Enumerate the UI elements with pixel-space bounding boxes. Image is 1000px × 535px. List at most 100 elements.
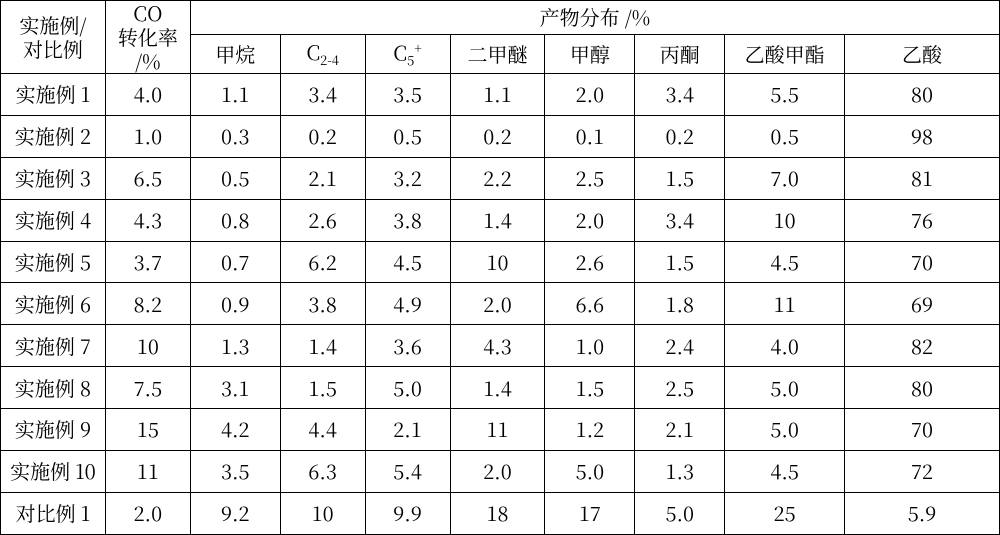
row-co-conv: 7.5 [105, 367, 190, 409]
results-table: 实施例/ 对比例 CO 转化率 /% 产物分布 /% 甲烷 C2-4 C5+ 二… [0, 0, 1000, 535]
row-value: 4.5 [365, 241, 450, 283]
row-value: 10 [725, 199, 845, 241]
row-co-conv: 11 [105, 450, 190, 492]
row-value: 1.4 [450, 199, 545, 241]
row-value: 1.2 [545, 409, 635, 451]
row-value: 1.4 [450, 367, 545, 409]
row-value: 82 [845, 325, 1000, 367]
row-value: 11 [725, 283, 845, 325]
row-label: 实施例 9 [1, 409, 106, 451]
row-value: 70 [845, 241, 1000, 283]
row-value: 2.6 [545, 241, 635, 283]
header-dme: 二甲醚 [450, 34, 545, 73]
row-label: 实施例 7 [1, 325, 106, 367]
row-value: 4.5 [725, 241, 845, 283]
row-value: 3.2 [365, 157, 450, 199]
row-value: 4.4 [280, 409, 365, 451]
row-value: 4.2 [190, 409, 280, 451]
table-row: 实施例 14.01.13.43.51.12.03.45.580 [1, 74, 1000, 116]
row-value: 2.4 [635, 325, 725, 367]
row-value: 69 [845, 283, 1000, 325]
row-co-conv: 2.0 [105, 492, 190, 534]
row-value: 3.1 [190, 367, 280, 409]
row-value: 3.8 [365, 199, 450, 241]
row-label: 实施例 2 [1, 115, 106, 157]
row-value: 3.4 [280, 74, 365, 116]
row-value: 2.1 [365, 409, 450, 451]
row-value: 1.3 [635, 450, 725, 492]
row-value: 1.5 [545, 367, 635, 409]
row-value: 5.0 [725, 367, 845, 409]
row-co-conv: 10 [105, 325, 190, 367]
row-co-conv: 15 [105, 409, 190, 451]
table-body: 实施例 14.01.13.43.51.12.03.45.580实施例 21.00… [1, 74, 1000, 535]
table-row: 实施例 53.70.76.24.5102.61.54.570 [1, 241, 1000, 283]
row-value: 70 [845, 409, 1000, 451]
row-value: 2.5 [635, 367, 725, 409]
row-value: 2.0 [545, 199, 635, 241]
table-row: 对比例 12.09.2109.918175.0255.9 [1, 492, 1000, 534]
row-value: 0.9 [190, 283, 280, 325]
table-row: 实施例 36.50.52.13.22.22.51.57.081 [1, 157, 1000, 199]
row-value: 1.1 [190, 74, 280, 116]
row-value: 18 [450, 492, 545, 534]
row-value: 2.5 [545, 157, 635, 199]
row-value: 0.2 [280, 115, 365, 157]
row-value: 2.0 [450, 450, 545, 492]
row-value: 9.9 [365, 492, 450, 534]
row-value: 3.4 [635, 74, 725, 116]
row-co-conv: 4.0 [105, 74, 190, 116]
row-value: 9.2 [190, 492, 280, 534]
table-row: 实施例 10113.56.35.42.05.01.34.572 [1, 450, 1000, 492]
row-value: 0.2 [450, 115, 545, 157]
row-value: 0.5 [725, 115, 845, 157]
row-value: 3.5 [365, 74, 450, 116]
table-row: 实施例 9154.24.42.1111.22.15.070 [1, 409, 1000, 451]
row-label: 实施例 3 [1, 157, 106, 199]
header-c5plus: C5+ [365, 34, 450, 73]
row-value: 76 [845, 199, 1000, 241]
row-label: 实施例 1 [1, 74, 106, 116]
row-co-conv: 8.2 [105, 283, 190, 325]
header-co-line3: /% [135, 46, 161, 75]
row-label: 实施例 8 [1, 367, 106, 409]
header-c5-base: C [393, 37, 407, 66]
row-label: 实施例 6 [1, 283, 106, 325]
row-value: 3.6 [365, 325, 450, 367]
row-value: 1.5 [635, 157, 725, 199]
row-value: 5.0 [725, 409, 845, 451]
header-co-conv: CO 转化率 /% [105, 1, 190, 74]
row-co-conv: 6.5 [105, 157, 190, 199]
row-value: 5.0 [635, 492, 725, 534]
row-label: 实施例 10 [1, 450, 106, 492]
row-value: 25 [725, 492, 845, 534]
row-value: 1.4 [280, 325, 365, 367]
header-example: 实施例/ 对比例 [1, 1, 106, 74]
row-value: 2.1 [635, 409, 725, 451]
header-methyl-acetate: 乙酸甲酯 [725, 34, 845, 73]
header-c2-4-sub: 2-4 [320, 50, 339, 69]
row-value: 2.0 [545, 74, 635, 116]
row-value: 6.6 [545, 283, 635, 325]
row-value: 5.4 [365, 450, 450, 492]
row-value: 1.8 [635, 283, 725, 325]
row-co-conv: 3.7 [105, 241, 190, 283]
row-value: 17 [545, 492, 635, 534]
header-acetic-acid: 乙酸 [845, 34, 1000, 73]
row-value: 1.5 [280, 367, 365, 409]
row-value: 5.0 [545, 450, 635, 492]
row-value: 4.9 [365, 283, 450, 325]
table-row: 实施例 44.30.82.63.81.42.03.41076 [1, 199, 1000, 241]
row-value: 0.5 [365, 115, 450, 157]
row-value: 2.1 [280, 157, 365, 199]
row-value: 6.2 [280, 241, 365, 283]
row-value: 80 [845, 367, 1000, 409]
header-methanol: 甲醇 [545, 34, 635, 73]
row-value: 1.1 [450, 74, 545, 116]
row-value: 81 [845, 157, 1000, 199]
row-value: 0.5 [190, 157, 280, 199]
row-value: 0.2 [635, 115, 725, 157]
row-value: 0.8 [190, 199, 280, 241]
row-label: 实施例 4 [1, 199, 106, 241]
table-row: 实施例 7101.31.43.64.31.02.44.082 [1, 325, 1000, 367]
